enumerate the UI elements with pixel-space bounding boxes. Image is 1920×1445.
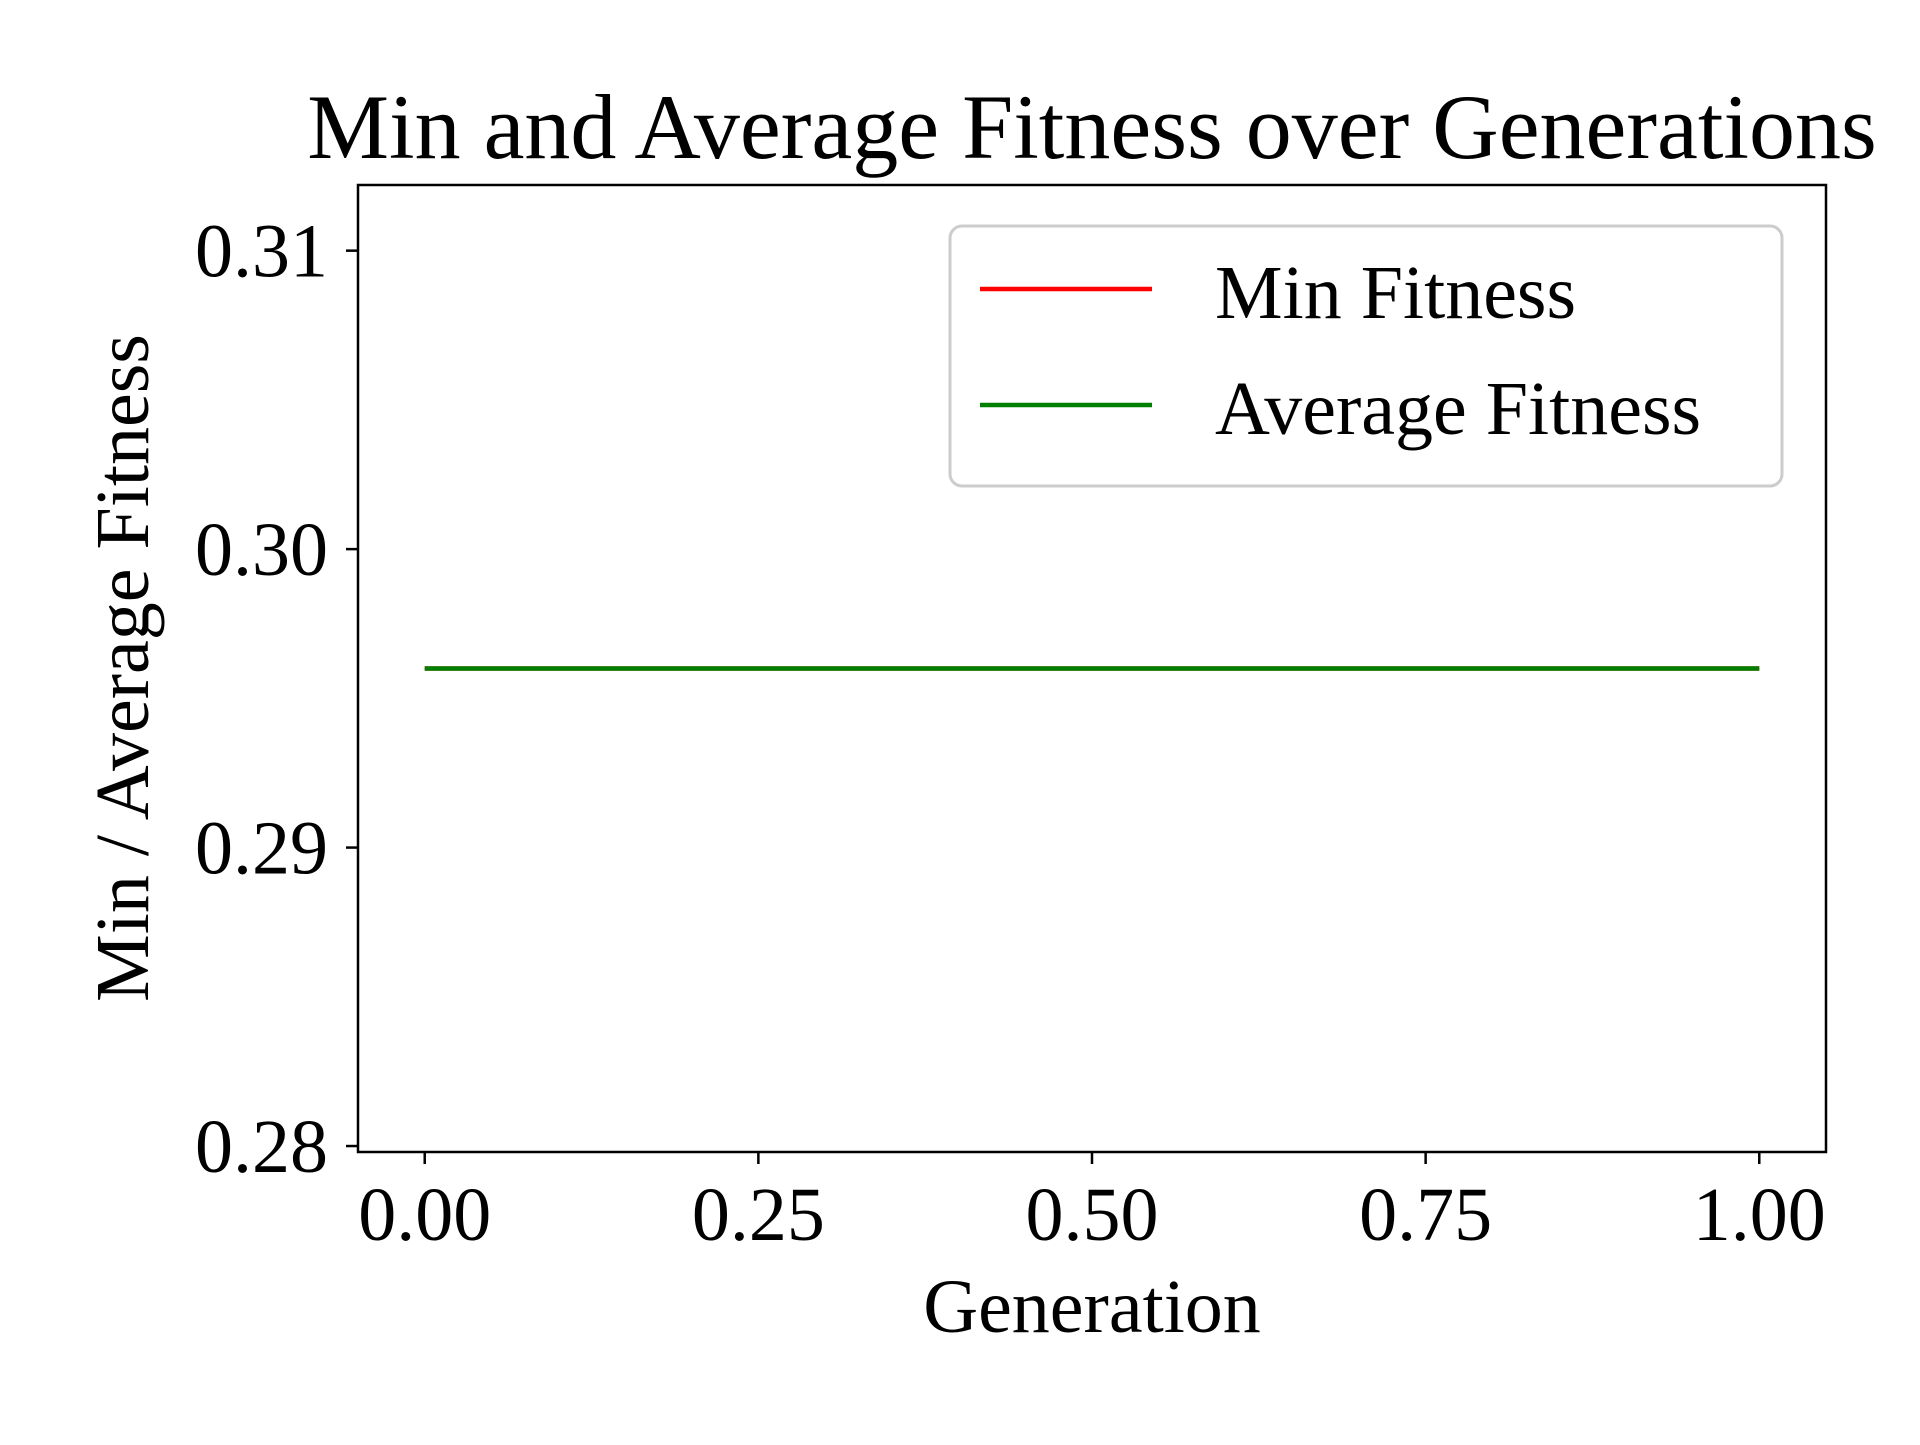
legend-label-min-fitness: Min Fitness bbox=[1215, 251, 1576, 335]
y-axis-label: Min / Average Fitness bbox=[81, 334, 165, 1002]
legend-box bbox=[948, 224, 1784, 488]
x-tick-label: 0.25 bbox=[692, 1173, 825, 1257]
y-tick-label: 0.31 bbox=[195, 210, 328, 294]
y-tick-label: 0.29 bbox=[195, 807, 328, 891]
x-tick-label: 0.50 bbox=[1026, 1173, 1159, 1257]
chart-title: Min and Average Fitness over Generations bbox=[307, 76, 1877, 178]
y-tick-label: 0.30 bbox=[195, 508, 328, 592]
x-tick-label: 0.00 bbox=[358, 1173, 491, 1257]
x-axis: 0.00 0.25 0.50 0.75 1.00 bbox=[358, 1152, 1826, 1257]
x-axis-label: Generation bbox=[923, 1265, 1261, 1349]
x-tick-label: 0.75 bbox=[1359, 1173, 1492, 1257]
legend: Min Fitness Average Fitness bbox=[948, 224, 1784, 488]
y-axis: 0.28 0.29 0.30 0.31 bbox=[195, 210, 358, 1189]
x-tick-label: 1.00 bbox=[1693, 1173, 1826, 1257]
y-tick-label: 0.28 bbox=[195, 1105, 328, 1189]
legend-label-average-fitness: Average Fitness bbox=[1215, 367, 1701, 451]
